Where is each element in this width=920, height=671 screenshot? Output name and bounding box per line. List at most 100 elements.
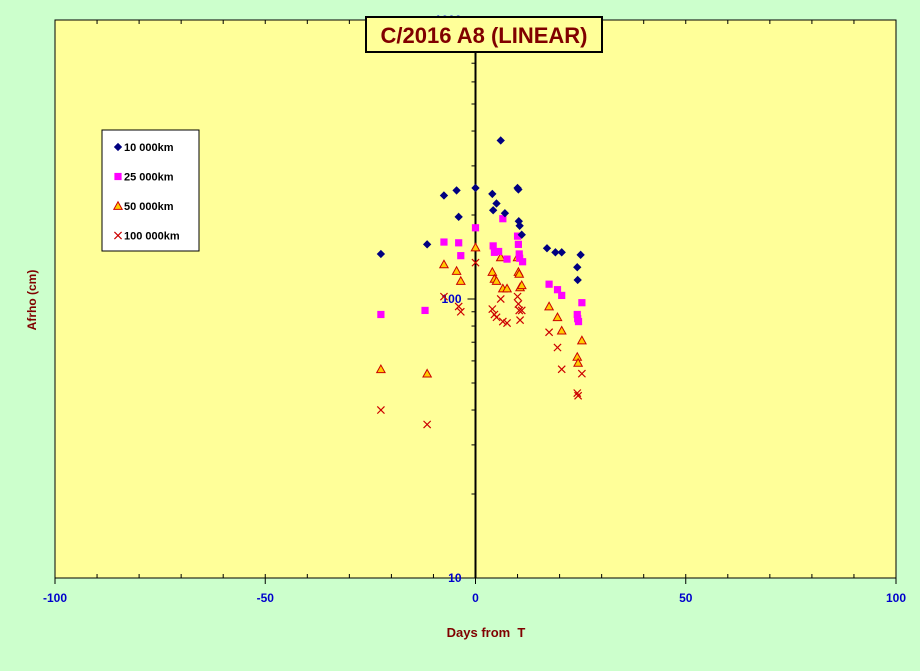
data-point-50000km xyxy=(470,242,481,252)
series-10000km xyxy=(376,136,585,285)
x-marker-stroke xyxy=(498,317,507,326)
y-axis-label: Afrho (cm) xyxy=(25,270,39,331)
data-point-100000km xyxy=(573,389,582,398)
data-point-100000km xyxy=(471,258,480,267)
data-point-50000km xyxy=(438,259,450,269)
legend-marker-100000km xyxy=(113,231,123,240)
data-point-100000km xyxy=(553,343,562,352)
data-point-10000km xyxy=(500,209,510,218)
x-marker-stroke xyxy=(492,313,501,322)
data-point-10000km xyxy=(515,221,524,230)
data-point-100000km xyxy=(574,391,583,400)
x-marker-stroke xyxy=(113,231,123,240)
x-marker-stroke xyxy=(514,299,523,308)
x-marker-stroke xyxy=(496,294,505,304)
data-point-25000km xyxy=(421,306,429,315)
data-point-25000km xyxy=(515,250,523,258)
data-point-100000km xyxy=(545,328,554,337)
data-point-100000km xyxy=(515,306,524,315)
data-point-10000km xyxy=(488,189,497,199)
x-marker-stroke xyxy=(557,365,566,374)
data-point-50000km xyxy=(451,265,462,275)
data-point-25000km xyxy=(545,280,553,288)
data-point-100000km xyxy=(498,317,507,326)
x-marker-stroke xyxy=(574,391,583,400)
data-point-10000km xyxy=(573,263,582,272)
data-point-10000km xyxy=(452,186,461,195)
data-point-50000km xyxy=(491,275,502,285)
x-marker-stroke xyxy=(456,307,465,316)
data-point-10000km xyxy=(439,191,449,200)
data-point-50000km xyxy=(514,268,525,278)
x-marker-stroke xyxy=(573,389,582,398)
x-marker-stroke xyxy=(454,302,463,311)
data-point-100000km xyxy=(513,292,522,301)
data-point-10000km xyxy=(542,244,552,253)
series-25000km xyxy=(377,215,586,326)
x-marker-stroke xyxy=(503,319,512,328)
y-tick-label: 10 xyxy=(448,571,462,585)
data-point-100000km xyxy=(514,299,523,308)
legend-label: 10 000km xyxy=(124,142,174,154)
data-point-100000km xyxy=(516,316,525,325)
data-point-50000km xyxy=(576,335,587,345)
x-marker-stroke xyxy=(513,292,522,301)
data-point-10000km xyxy=(376,249,386,259)
data-point-100000km xyxy=(454,302,463,311)
x-tick-label: -50 xyxy=(257,591,275,605)
x-marker-stroke xyxy=(423,420,432,429)
chart-title-group: C/2016 A8 (LINEAR) xyxy=(365,16,603,53)
legend-marker-10000km xyxy=(113,142,123,152)
data-point-25000km xyxy=(578,299,586,307)
data-point-25000km xyxy=(518,258,527,266)
x-marker-stroke xyxy=(517,306,526,315)
x-marker-stroke xyxy=(545,328,554,337)
data-point-50000km xyxy=(516,280,527,290)
data-point-25000km xyxy=(440,238,448,246)
data-point-25000km xyxy=(514,240,522,248)
data-point-10000km xyxy=(496,136,505,145)
x-axis-label: Days from T xyxy=(447,625,526,640)
data-point-50000km xyxy=(487,266,498,276)
data-point-10000km xyxy=(573,275,582,285)
x-marker-stroke xyxy=(376,406,385,415)
data-point-50000km xyxy=(552,312,563,322)
chart-title-box xyxy=(365,16,603,53)
data-point-50000km xyxy=(422,368,433,378)
data-point-50000km xyxy=(455,275,466,285)
data-point-100000km xyxy=(488,305,497,314)
x-marker-stroke xyxy=(488,305,497,314)
x-marker-stroke xyxy=(516,316,525,325)
data-point-25000km xyxy=(471,224,480,232)
data-point-100000km xyxy=(557,365,566,374)
data-point-50000km xyxy=(375,364,386,374)
data-point-100000km xyxy=(456,307,465,316)
data-point-25000km xyxy=(513,232,522,240)
data-point-10000km xyxy=(551,248,560,257)
data-point-100000km xyxy=(503,319,512,328)
y-tick-label: 100 xyxy=(441,292,461,306)
x-tick-label: 0 xyxy=(472,591,479,605)
data-point-10000km xyxy=(514,185,523,194)
data-point-25000km xyxy=(573,310,581,319)
data-point-10000km xyxy=(422,240,432,249)
data-point-25000km xyxy=(553,286,562,294)
data-point-25000km xyxy=(558,291,566,300)
data-point-100000km xyxy=(376,406,385,415)
data-point-10000km xyxy=(517,230,526,239)
data-point-25000km xyxy=(499,215,507,223)
legend-label: 100 000km xyxy=(124,231,180,243)
legend: 10 000km 25 000km 50 000km 100 000km xyxy=(101,129,200,252)
data-point-25000km xyxy=(495,247,503,256)
series-100000km xyxy=(376,258,586,429)
chart-title: C/2016 A8 (LINEAR) xyxy=(380,23,587,48)
legend-label: 50 000km xyxy=(124,201,174,213)
legend-label: 25 000km xyxy=(124,172,174,184)
x-marker-stroke xyxy=(471,258,480,267)
x-tick-label: -100 xyxy=(43,591,67,605)
data-point-10000km xyxy=(471,183,480,193)
data-point-25000km xyxy=(455,239,463,247)
x-marker-stroke xyxy=(577,369,586,378)
data-point-25000km xyxy=(377,310,385,319)
